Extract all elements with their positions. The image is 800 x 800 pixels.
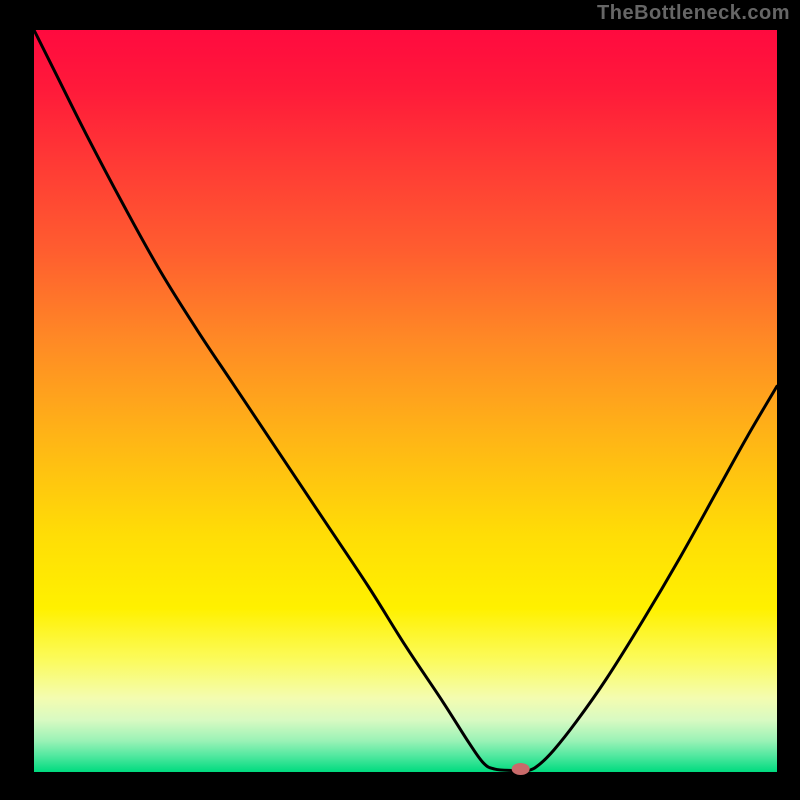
chart-stage: TheBottleneck.com	[0, 0, 800, 800]
plot-background	[34, 30, 777, 772]
optimal-marker	[512, 763, 530, 775]
watermark-text: TheBottleneck.com	[597, 2, 790, 25]
bottleneck-chart	[0, 0, 800, 800]
